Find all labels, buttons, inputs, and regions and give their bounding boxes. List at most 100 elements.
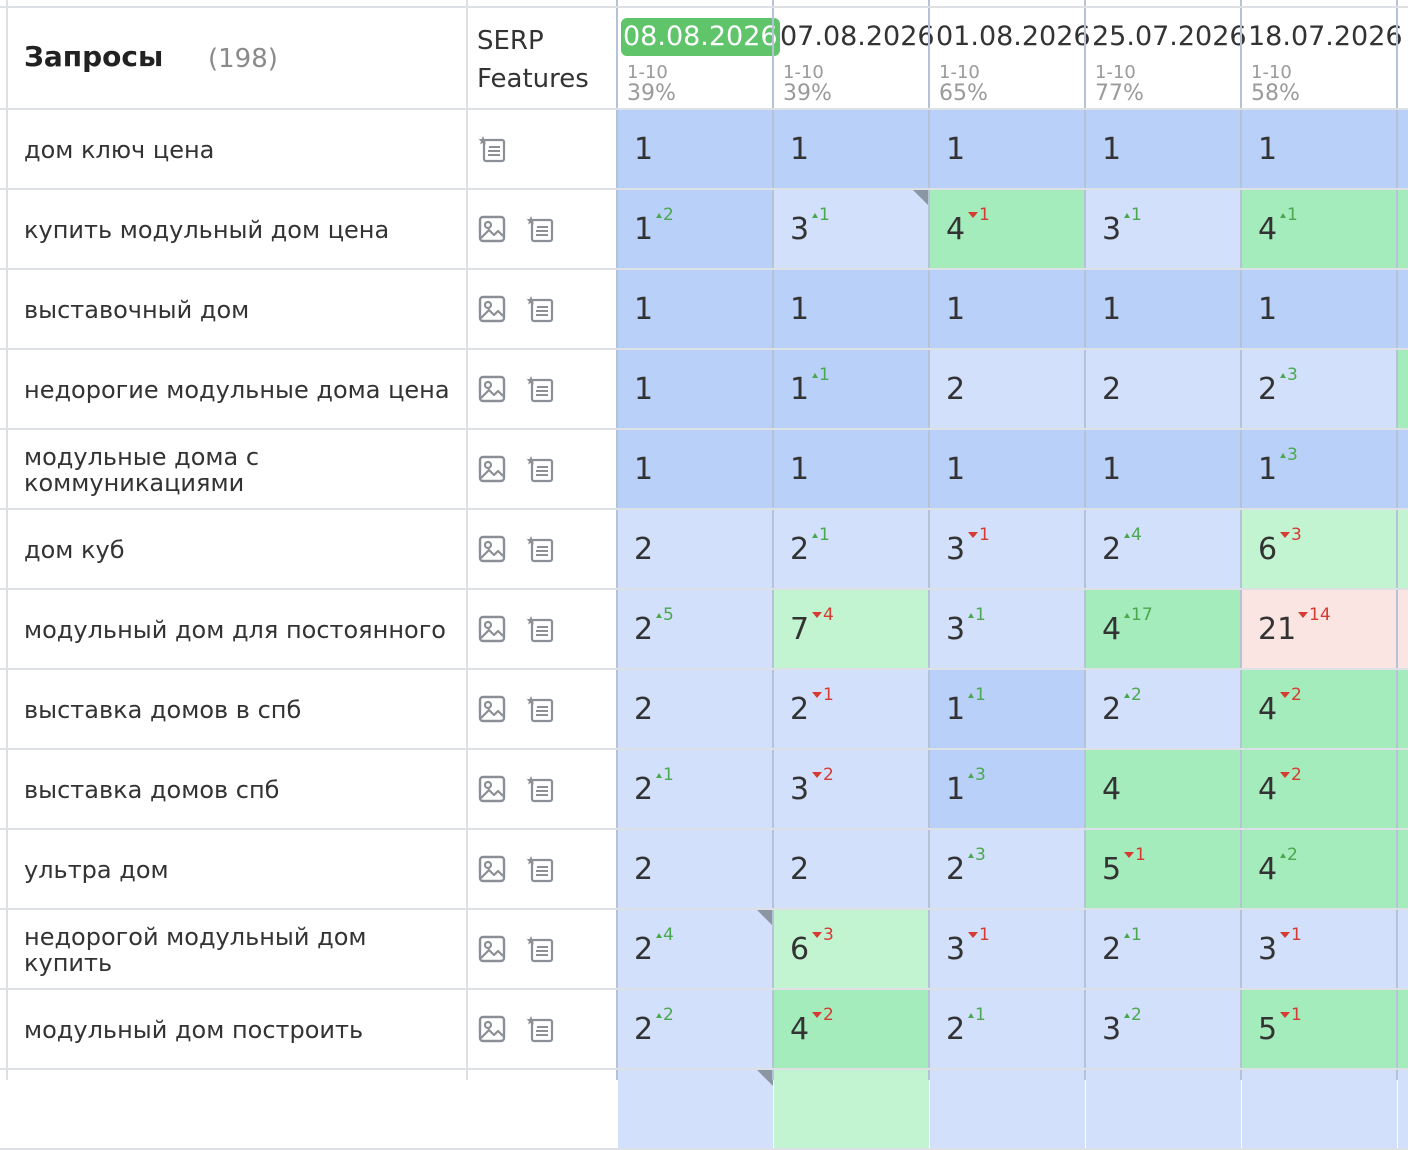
snippet-icon[interactable] (525, 294, 555, 324)
table-row[interactable] (0, 1070, 1408, 1150)
position-cell[interactable]: 21 14 (1242, 590, 1397, 670)
position-cell[interactable]: 2 (774, 830, 929, 910)
image-icon[interactable] (477, 774, 507, 804)
date-column-header[interactable]: 07.08.2026 (780, 21, 935, 52)
query-text[interactable]: недорогой модульный дом купить (24, 923, 367, 977)
note-corner-marker[interactable] (913, 190, 929, 206)
position-cell[interactable]: 1 (930, 110, 1085, 190)
table-row[interactable]: модульные дома с коммуникациями 1 1 1 1 1 3 (0, 430, 1408, 510)
position-cell[interactable] (618, 1070, 773, 1150)
table-row[interactable]: выставка домов спб 2 1 3 2 1 3 4 4 2 (0, 750, 1408, 830)
table-row[interactable]: ультра дом 2 2 2 3 5 1 4 2 (0, 830, 1408, 910)
position-cell[interactable]: 2 (1086, 350, 1241, 430)
snippet-icon[interactable] (477, 134, 507, 164)
position-cell[interactable]: 2 (618, 510, 773, 590)
image-icon[interactable] (477, 214, 507, 244)
snippet-icon[interactable] (525, 374, 555, 404)
snippet-icon[interactable] (525, 774, 555, 804)
position-cell[interactable] (1242, 1070, 1397, 1150)
position-cell[interactable]: 1 (1242, 270, 1397, 350)
image-icon[interactable] (477, 534, 507, 564)
date-column-header[interactable]: 18.07.2026 (1248, 21, 1403, 52)
query-text[interactable]: недорогие модульные дома цена (24, 376, 450, 404)
query-text[interactable]: выставка домов спб (24, 776, 280, 804)
note-corner-marker[interactable] (757, 1070, 773, 1086)
query-text[interactable]: купить модульный дом цена (24, 216, 390, 244)
query-text[interactable]: модульный дом построить (24, 1016, 364, 1044)
table-row[interactable]: дом куб 2 2 1 3 1 2 4 6 3 (0, 510, 1408, 590)
position-cell[interactable]: 1 (618, 270, 773, 350)
note-corner-marker[interactable] (757, 910, 773, 926)
position-cell[interactable] (930, 1070, 1085, 1150)
image-icon[interactable] (477, 614, 507, 644)
snippet-icon[interactable] (525, 454, 555, 484)
position-cell[interactable]: 1 (1086, 270, 1241, 350)
snippet-icon[interactable] (525, 1014, 555, 1044)
position-cell[interactable]: 2 (930, 350, 1085, 430)
position-cell[interactable]: 2 (618, 670, 773, 750)
snippet-icon[interactable] (525, 694, 555, 724)
snippet-icon[interactable] (525, 214, 555, 244)
image-icon[interactable] (477, 374, 507, 404)
table-row[interactable]: модульный дом построить 2 2 4 2 2 1 3 2 5 1 (0, 990, 1408, 1070)
image-icon[interactable] (477, 694, 507, 724)
table-row[interactable]: выставка домов в спб 2 2 1 1 1 2 2 4 2 (0, 670, 1408, 750)
table-row[interactable]: выставочный дом 1 1 1 1 1 (0, 270, 1408, 350)
image-icon[interactable] (477, 454, 507, 484)
position-cell[interactable]: 1 (1242, 110, 1397, 190)
position-cell[interactable]: 4 (1086, 750, 1241, 830)
position-cell[interactable] (1086, 1070, 1241, 1150)
table-row[interactable]: дом ключ цена 1 1 1 1 1 (0, 110, 1408, 190)
date-column-header[interactable]: 08.08.2026 (621, 18, 780, 56)
snippet-icon[interactable] (525, 854, 555, 884)
image-icon[interactable] (477, 934, 507, 964)
snippet-icon[interactable] (525, 934, 555, 964)
query-text[interactable]: модульный дом для постоянного (24, 616, 446, 644)
table-row[interactable]: модульный дом для постоянного 2 5 7 4 3 1 4 17 21… (0, 590, 1408, 670)
position-cell[interactable]: 1 (774, 110, 929, 190)
query-text[interactable]: модульные дома с коммуникациями (24, 443, 260, 497)
query-text[interactable]: выставка домов в спб (24, 696, 302, 724)
position-cell[interactable]: 1 (618, 350, 773, 430)
query-text[interactable]: ультра дом (24, 856, 169, 884)
image-icon[interactable] (477, 1014, 507, 1044)
date-column-header[interactable]: 25.07.2026 (1092, 21, 1247, 52)
position-cell[interactable] (774, 1070, 929, 1150)
query-text[interactable]: дом куб (24, 536, 125, 564)
position-cell[interactable]: 1 (1086, 430, 1241, 510)
image-icon[interactable] (477, 854, 507, 884)
query-text[interactable]: дом ключ цена (24, 136, 215, 164)
date-column-header[interactable]: 01.08.2026 (936, 21, 1091, 52)
position-cell[interactable]: 1 (774, 270, 929, 350)
table-row[interactable]: недорогой модульный дом купить 2 4 6 3 3 1 2 1 3 1 (0, 910, 1408, 990)
table-row[interactable]: купить модульный дом цена 1 2 3 1 4 1 3 1 4 1 (0, 190, 1408, 270)
position-cell[interactable]: 1 (930, 270, 1085, 350)
